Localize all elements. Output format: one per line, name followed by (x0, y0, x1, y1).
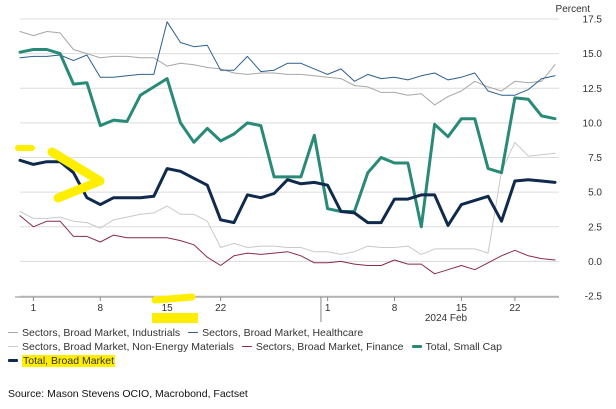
series-line (18, 158, 557, 227)
x-tick-label: 8 (392, 303, 398, 314)
legend-row: Sectors, Broad Market, Non-Energy Materi… (8, 340, 608, 353)
series-line (18, 48, 557, 229)
legend-item: Sectors, Broad Market, Finance (241, 340, 404, 353)
highlight-stroke (151, 293, 196, 304)
legend-swatch (241, 346, 252, 347)
legend-label: Sectors, Broad Market, Non-Energy Materi… (22, 340, 234, 353)
y-tick-label: 7.5 (588, 153, 602, 164)
series-lines (18, 21, 557, 275)
legend-label: Total, Broad Market (22, 354, 116, 367)
highlight-arrow (47, 147, 105, 203)
y-tick-label: 0.0 (588, 257, 602, 268)
x-month-label: 2024 Feb (425, 313, 468, 324)
legend-swatch (8, 359, 18, 362)
chart-legend: Sectors, Broad Market, Industrials Sector… (8, 326, 608, 368)
x-tick-label: 22 (215, 303, 227, 314)
x-tick-label: 1 (31, 303, 37, 314)
x-tick-label: 15 (456, 303, 468, 314)
x-tick-label: 1 (325, 303, 331, 314)
x-tick-label: 15 (162, 303, 174, 314)
legend-swatch (411, 345, 422, 348)
y-tick-label: 17.5 (583, 15, 603, 26)
legend-swatch (188, 332, 199, 333)
source-note: Source: Mason Stevens OCIO, Macrobond, F… (8, 388, 248, 400)
legend-label: Sectors, Broad Market, Finance (255, 340, 404, 353)
legend-row: Total, Broad Market (8, 354, 608, 367)
x-tick-label: 8 (97, 303, 103, 314)
series-line (19, 31, 556, 106)
legend-item: Total, Broad Market (8, 354, 116, 367)
series-line (19, 21, 556, 96)
series-line (19, 141, 556, 255)
legend-swatch (8, 346, 18, 347)
highlight-annotations (15, 145, 198, 323)
y-tick-label: -2.5 (585, 292, 603, 303)
y-unit-label: Percent (556, 4, 591, 15)
legend-label: Sectors, Broad Market, Healthcare (202, 326, 364, 339)
y-tick-label: 2.5 (588, 222, 602, 233)
gridlines (20, 18, 559, 297)
legend-swatch (8, 332, 18, 333)
y-tick-label: 5.0 (588, 188, 602, 199)
legend-label: Sectors, Broad Market, Industrials (22, 326, 181, 339)
legend-item: Total, Small Cap (411, 340, 502, 353)
y-tick-label: 10.0 (583, 118, 603, 129)
legend-row: Sectors, Broad Market, Industrials Sector… (8, 326, 608, 339)
legend-item: Sectors, Broad Market, Industrials (8, 327, 180, 339)
y-tick-label: 15.0 (583, 49, 603, 60)
legend-item: Sectors, Broad Market, Non-Energy Materi… (8, 341, 234, 353)
month-highlight (152, 313, 198, 323)
series-line (19, 215, 556, 275)
x-tick-label: 22 (509, 303, 521, 314)
legend-item: Sectors, Broad Market, Healthcare (188, 327, 363, 339)
y-tick-label: 12.5 (583, 84, 603, 95)
legend-label: Total, Small Cap (425, 340, 502, 353)
